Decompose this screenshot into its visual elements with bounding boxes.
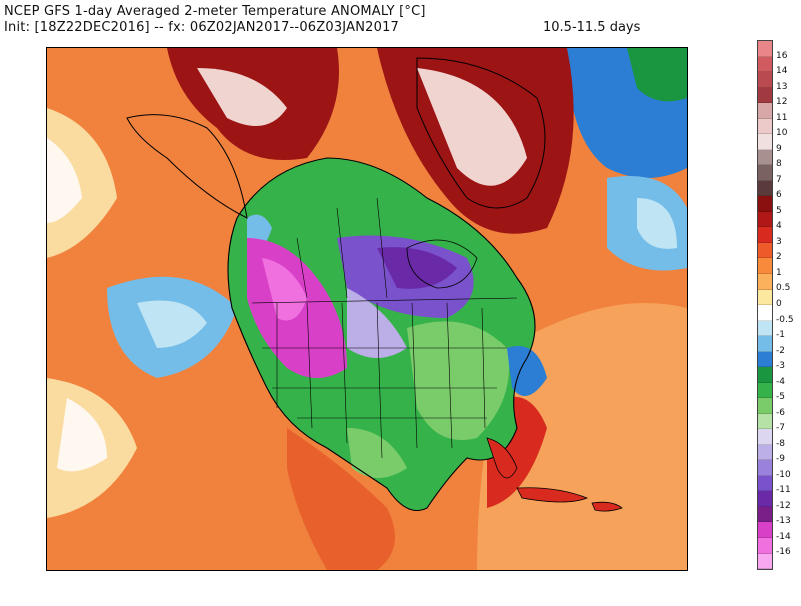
anomaly-map [46, 47, 688, 571]
colorbar-label: 11 [776, 112, 788, 123]
political-borders [251, 197, 518, 459]
colorbar-label: -4 [776, 376, 785, 387]
lightgreen-gulf [347, 428, 407, 478]
colorbar-label: -16 [776, 547, 791, 558]
colorbar-label: -7 [776, 423, 785, 434]
colorbar-cell [758, 56, 772, 73]
colorbar-label: 3 [776, 236, 782, 247]
colorbar-label: -14 [776, 531, 791, 542]
map-title: NCEP GFS 1-day Averaged 2-meter Temperat… [4, 4, 426, 19]
island-cuba [516, 487, 589, 503]
colorbar-cell [758, 506, 772, 523]
blue-east-coast [507, 346, 547, 396]
colorbar-label: -13 [776, 516, 791, 527]
colorbar-label: 8 [776, 159, 782, 170]
init-forecast-line: Init: [18Z22DEC2016] -- fx: 06Z02JAN2017… [4, 20, 400, 35]
colorbar-label: -2 [776, 345, 785, 356]
lightblue-patch-pacific [137, 300, 207, 348]
colorbar-label: -10 [776, 469, 791, 480]
colorbar-label: 14 [776, 66, 788, 77]
colorbar-label: -11 [776, 485, 791, 496]
colorbar-cell [758, 336, 772, 352]
colorbar-cell [758, 491, 772, 507]
colorbar-cell [758, 103, 772, 119]
lightblue-central-atlantic [637, 198, 677, 249]
colorbar-cell [758, 149, 772, 166]
colorbar [757, 40, 773, 570]
warm-mexico [287, 428, 395, 570]
hudson-bay-outline [406, 239, 478, 289]
colorbar-cell [758, 227, 772, 243]
anomaly-map-svg [47, 48, 687, 570]
forecast-period: 10.5-11.5 days [543, 20, 641, 35]
colorbar-cell [758, 211, 772, 228]
arctic-pink-canada [417, 68, 527, 186]
colorbar-label: 6 [776, 190, 782, 201]
colorbar-label: 13 [776, 81, 788, 92]
colorbar-cell [758, 553, 772, 570]
colorbar-label: 10 [776, 128, 788, 139]
colorbar-label: 0 [776, 299, 782, 309]
white-patch-northwest [47, 138, 82, 223]
florida-peninsula [486, 437, 518, 479]
colorbar-label: -6 [776, 407, 785, 418]
colorbar-label: 1 [776, 267, 782, 278]
colorbar-cell [758, 258, 772, 274]
green-north-atlantic [627, 48, 687, 102]
colorbar-cell [758, 367, 772, 383]
colorbar-label: 4 [776, 221, 782, 232]
colorbar-label: -1 [776, 330, 785, 341]
colorbar-cell [758, 538, 772, 554]
colorbar-label: -3 [776, 361, 785, 372]
colorbar-label: -12 [776, 500, 791, 511]
colorbar-label: 12 [776, 97, 788, 108]
colorbar-cell [758, 522, 772, 538]
colorbar-cell [758, 87, 772, 104]
colorbar-label: 5 [776, 205, 782, 216]
colorbar-cell [758, 444, 772, 461]
colorbar-cell [758, 429, 772, 445]
colorbar-cell [758, 273, 772, 290]
colorbar-cell [758, 382, 772, 399]
colorbar-cell [758, 242, 772, 259]
island-hispaniola [591, 501, 623, 512]
colorbar-cell [758, 41, 772, 57]
pink-magenta-core [262, 258, 307, 321]
lavender-plains [347, 288, 407, 358]
colorbar-label: -5 [776, 392, 785, 403]
colorbar-label: 0.5 [776, 283, 791, 294]
greenland-outline [416, 57, 546, 209]
colorbar-cell [758, 413, 772, 430]
colorbar-cell [758, 320, 772, 337]
pale-patch-northwest [47, 108, 117, 258]
colorbar-label: -9 [776, 454, 785, 465]
colorbar-cell [758, 134, 772, 150]
lightgreen-southeast [407, 321, 509, 440]
colorbar-cell [758, 460, 772, 476]
colorbar-cell [758, 196, 772, 212]
colorbar-cell [758, 305, 772, 321]
colorbar-cell [758, 72, 772, 88]
colorbar-label: 9 [776, 143, 782, 154]
north-america-outline [227, 157, 536, 512]
colorbar-cell [758, 351, 772, 368]
colorbar-label: -8 [776, 438, 785, 449]
colorbar-cell [758, 180, 772, 197]
colorbar-cell [758, 165, 772, 181]
colorbar-cell [758, 475, 772, 492]
colorbar-label: 2 [776, 252, 782, 263]
dark-purple-core [377, 247, 457, 289]
colorbar-cell [758, 118, 772, 135]
colorbar-cell [758, 289, 772, 306]
colorbar-cell [758, 398, 772, 414]
arctic-pink-alaska [197, 68, 287, 126]
colorbar-label: -0.5 [776, 314, 794, 325]
colorbar-label: 7 [776, 174, 782, 185]
colorbar-label: 16 [776, 50, 788, 61]
alaska-outline [126, 114, 248, 219]
white-patch-southwest [57, 398, 107, 472]
